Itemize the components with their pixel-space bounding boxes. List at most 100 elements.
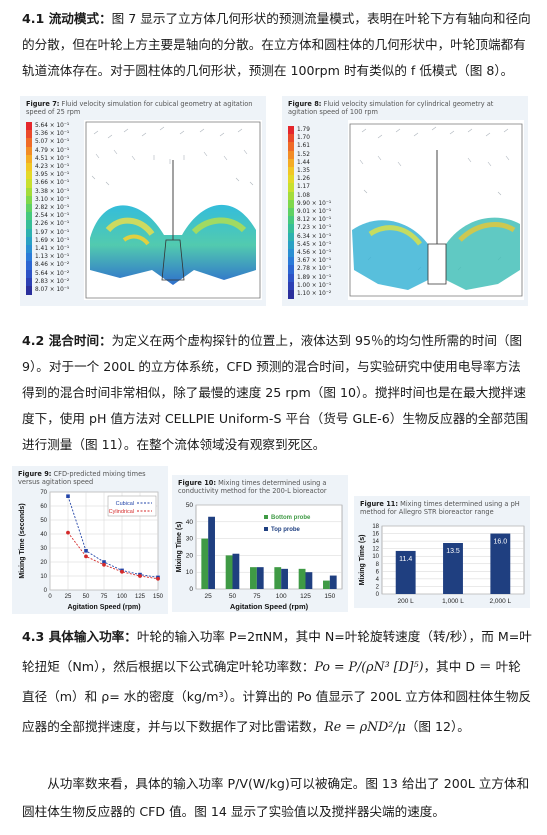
x-tick-label: 125 xyxy=(300,593,311,600)
legend-value: 1.70 xyxy=(297,135,310,142)
bar-bottom-probe xyxy=(250,567,257,589)
legend-value: 3.95 × 10⁻¹ xyxy=(35,172,70,179)
y-tick-label: 2 xyxy=(376,584,380,590)
data-point xyxy=(120,569,124,574)
legend-swatch xyxy=(26,269,32,279)
y-tick-label: 8 xyxy=(376,562,380,568)
plot-area xyxy=(195,504,343,590)
x-axis-label: Agitation Speed (rpm) xyxy=(67,604,140,611)
legend-value: 1.97 × 10⁻¹ xyxy=(35,229,70,236)
legend-swatch xyxy=(26,220,32,230)
y-tick-label: 18 xyxy=(372,524,379,530)
y-tick-label: 10 xyxy=(186,569,194,576)
legend-value: 2.83 × 10⁻² xyxy=(35,278,70,285)
legend-value: 1.69 × 10⁻¹ xyxy=(35,237,70,244)
x-tick-label: 25 xyxy=(205,593,213,600)
legend-swatch xyxy=(26,261,32,271)
x-tick-label: 2,000 L xyxy=(489,598,511,605)
legend-swatch xyxy=(288,126,294,135)
legend-label: Bottom probe xyxy=(271,515,311,521)
legend-swatch xyxy=(26,154,32,164)
legend-swatch xyxy=(288,183,294,193)
legend-swatch xyxy=(26,253,32,263)
legend-swatch xyxy=(26,179,32,189)
legend-swatch xyxy=(288,273,294,283)
legend-swatch xyxy=(288,167,294,176)
legend-swatch xyxy=(26,236,32,246)
legend-value: 9.90 × 10⁻¹ xyxy=(297,200,332,207)
y-axis-label: Mixing Time (seconds) xyxy=(19,503,26,578)
bar-top-probe xyxy=(281,568,288,589)
section-4-2-text: 为定义在两个虚构探针的位置上，液体达到 95％的均匀性所需的时间（图 9）。对于… xyxy=(22,333,529,452)
figure-8-color-legend: 1.79 1.70 1.61 1.52 1.44 1.35 1.26 1.17 1.08 9.90… xyxy=(288,126,344,306)
figure-11: Figure 11: Mixing times determined using… xyxy=(354,496,530,608)
figure-10-bar-chart: 0 10 20 30 40 50 25 50 75 100 125 150 Agitation Spee… xyxy=(176,502,343,611)
y-tick-label: 12 xyxy=(372,547,379,553)
legend-value: 1.35 xyxy=(297,168,310,174)
x-tick-label: 100 xyxy=(276,593,287,600)
legend-value: 3.38 × 10⁻¹ xyxy=(35,188,70,195)
legend-swatch xyxy=(26,204,32,213)
series-line-cubical xyxy=(67,496,159,578)
section-4-3-paragraph: 4.3 具体输入功率：叶轮的输入功率 P=2πNM，其中 N=叶轮旋转速度（转/… xyxy=(22,622,532,742)
legend-value: 3.67 × 10⁻¹ xyxy=(297,258,332,265)
legend-swatch xyxy=(26,187,32,197)
data-point xyxy=(84,554,88,559)
legend-swatch xyxy=(288,232,294,242)
figure-9: Figure 9: CFD-predicted mixing times ver… xyxy=(12,466,168,614)
legend-value: 2.82 × 10⁻¹ xyxy=(35,205,70,211)
legend-swatch xyxy=(288,208,294,217)
y-tick-label: 14 xyxy=(372,539,379,545)
figure-7-cubical-flow-simulation xyxy=(84,120,262,300)
y-axis-label: Mixing Time (s) xyxy=(359,535,366,586)
legend-value: 8.07 × 10⁻⁵ xyxy=(35,287,70,293)
x-tick-label: 50 xyxy=(83,594,90,600)
section-4-3-text-1: 叶轮的输入功率 P=2πNM，其中 N=叶轮旋转速度（转/秒），而 M=叶轮扭矩… xyxy=(22,629,532,674)
y-axis-label: Mixing Time (s) xyxy=(176,522,183,573)
legend-swatch xyxy=(288,281,294,291)
y-tick-label: 6 xyxy=(376,569,380,575)
legend-value: 2.78 × 10⁻¹ xyxy=(297,266,332,273)
section-4-3-heading: 4.3 具体输入功率： xyxy=(22,629,137,644)
bar xyxy=(395,550,416,594)
bar-top-probe xyxy=(256,567,264,589)
y-tick-label: 60 xyxy=(40,504,47,510)
bar-top-probe xyxy=(329,575,337,589)
legend-swatch xyxy=(288,142,294,152)
figure-10-label: Figure 10: xyxy=(178,479,217,487)
figure-11-caption: Mixing times determined using a pH metho… xyxy=(360,500,520,516)
figure-8-label: Figure 8: xyxy=(288,100,322,108)
legend-value: 5.45 × 10⁻¹ xyxy=(297,241,332,248)
data-point xyxy=(66,494,70,498)
bar-bottom-probe xyxy=(298,568,306,589)
legend-value: 5.64 × 10⁻² xyxy=(35,270,70,277)
legend-value: 4.51 × 10⁻¹ xyxy=(35,155,70,162)
y-tick-label: 10 xyxy=(372,554,379,560)
data-point xyxy=(84,549,88,553)
figure-7-caption: Fluid velocity simulation for cubical ge… xyxy=(26,100,253,116)
legend-value: 1.44 xyxy=(297,159,310,166)
data-label: 13.5 xyxy=(446,548,460,555)
figure-9-caption: CFD-predicted mixing times versus agitat… xyxy=(18,470,146,486)
legend-swatch xyxy=(288,249,294,258)
legend-swatch xyxy=(26,286,32,295)
y-tick-label: 30 xyxy=(186,536,194,543)
legend-value: 1.79 xyxy=(297,127,310,133)
bar xyxy=(443,543,463,594)
data-point xyxy=(102,560,106,564)
legend-value: 5.36 × 10⁻¹ xyxy=(35,131,70,138)
legend-value: 1.08 xyxy=(297,192,310,199)
y-tick-label: 70 xyxy=(40,490,47,496)
legend-swatch xyxy=(26,138,32,148)
legend-value: 8.12 × 10⁻¹ xyxy=(297,217,332,224)
x-tick-label: 1,000 L xyxy=(442,598,464,605)
bar-top-probe xyxy=(305,572,313,589)
y-tick-label: 16 xyxy=(372,532,379,538)
legend-value: 3.10 × 10⁻¹ xyxy=(35,196,70,203)
section-4-1-heading: 4.1 流动模式： xyxy=(22,11,112,26)
legend-value: 1.17 xyxy=(297,184,310,191)
legend-swatch xyxy=(288,257,294,267)
y-tick-label: 40 xyxy=(40,532,47,538)
section-4-2-paragraph: 4.2 混合时间：为定义在两个虚构探针的位置上，液体达到 95％的均匀性所需的时… xyxy=(22,328,532,458)
legend-swatch xyxy=(288,191,294,201)
